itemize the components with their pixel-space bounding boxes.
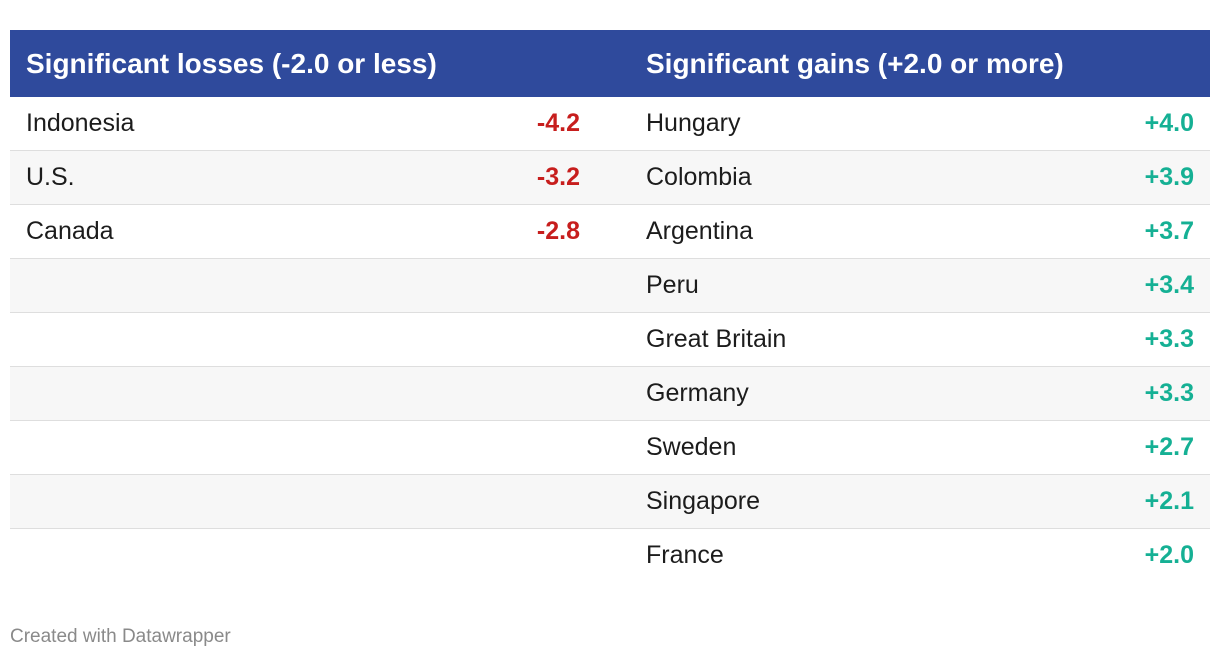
country-label: Germany	[646, 379, 749, 407]
gain-value: +3.9	[1144, 163, 1194, 191]
losses-cell: Canada -2.8	[10, 217, 630, 246]
loss-value: -4.2	[536, 109, 580, 137]
table-header: Significant losses (-2.0 or less) Signif…	[10, 30, 1210, 97]
country-label: Sweden	[646, 433, 737, 461]
country-label: Colombia	[646, 163, 752, 191]
country-label: Canada	[26, 217, 114, 245]
gains-cell: Argentina +3.7	[630, 217, 1210, 246]
gains-cell: Singapore +2.1	[630, 487, 1210, 516]
country-label: France	[646, 541, 724, 569]
gains-cell: Peru +3.4	[630, 271, 1210, 300]
gain-value: +3.3	[1144, 325, 1194, 353]
gain-value: +2.1	[1144, 487, 1194, 515]
loss-value: -2.8	[536, 217, 580, 245]
table-row: Peru +3.4	[10, 259, 1210, 313]
gains-cell: Germany +3.3	[630, 379, 1210, 408]
gain-value: +3.4	[1144, 271, 1194, 299]
country-label: U.S.	[26, 163, 75, 191]
table-row: Canada -2.8 Argentina +3.7	[10, 205, 1210, 259]
loss-value: -3.2	[536, 163, 580, 191]
gains-cell: Sweden +2.7	[630, 433, 1210, 462]
country-label: Hungary	[646, 109, 741, 137]
table-row: Sweden +2.7	[10, 421, 1210, 475]
gain-value: +2.7	[1144, 433, 1194, 461]
gains-header: Significant gains (+2.0 or more)	[646, 47, 1064, 79]
gain-value: +2.0	[1144, 541, 1194, 569]
table-row: Germany +3.3	[10, 367, 1210, 421]
table-body: Indonesia -4.2 Hungary +4.0 U.S. -3.2 Colombia…	[10, 97, 1210, 582]
table-row: Indonesia -4.2 Hungary +4.0	[10, 97, 1210, 151]
table-row: Singapore +2.1	[10, 475, 1210, 529]
losses-header: Significant losses (-2.0 or less)	[26, 47, 437, 79]
gains-cell: Hungary +4.0	[630, 109, 1210, 138]
gain-value: +3.7	[1144, 217, 1194, 245]
country-label: Great Britain	[646, 325, 787, 353]
credit-footer: Created with Datawrapper	[10, 626, 231, 647]
gain-value: +3.3	[1144, 379, 1194, 407]
country-label: Singapore	[646, 487, 760, 515]
table-row: Great Britain +3.3	[10, 313, 1210, 367]
gains-cell: Great Britain +3.3	[630, 325, 1210, 354]
comparison-table: Significant losses (-2.0 or less) Signif…	[10, 30, 1210, 582]
table-row: France +2.0	[10, 529, 1210, 582]
country-label: Argentina	[646, 217, 754, 245]
gain-value: +4.0	[1144, 109, 1194, 137]
country-label: Peru	[646, 271, 699, 299]
gains-cell: France +2.0	[630, 541, 1210, 570]
gains-cell: Colombia +3.9	[630, 163, 1210, 192]
losses-cell: U.S. -3.2	[10, 163, 630, 192]
table-row: U.S. -3.2 Colombia +3.9	[10, 151, 1210, 205]
losses-cell: Indonesia -4.2	[10, 109, 630, 138]
country-label: Indonesia	[26, 109, 135, 137]
